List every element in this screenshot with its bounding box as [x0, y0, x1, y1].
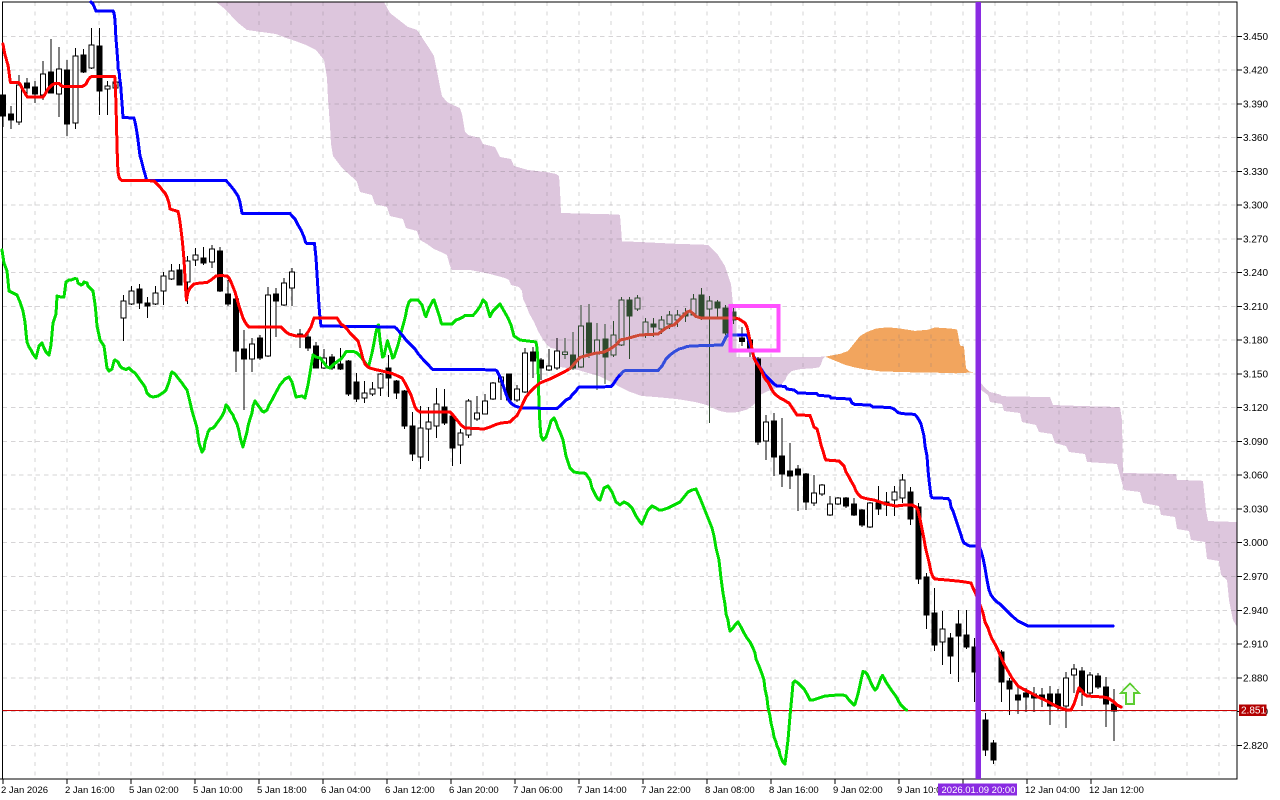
svg-text:7 Jan 14:00: 7 Jan 14:00 — [577, 785, 627, 796]
svg-text:3.390: 3.390 — [1243, 99, 1268, 110]
svg-text:3.330: 3.330 — [1243, 167, 1268, 178]
svg-text:6 Jan 20:00: 6 Jan 20:00 — [449, 785, 499, 796]
svg-text:3.210: 3.210 — [1243, 302, 1268, 313]
svg-text:3.150: 3.150 — [1243, 370, 1268, 381]
svg-text:3.180: 3.180 — [1243, 336, 1268, 347]
svg-text:9 Jan 10:00: 9 Jan 10:00 — [897, 785, 947, 796]
svg-text:9 Jan 02:00: 9 Jan 02:00 — [833, 785, 883, 796]
svg-text:3.030: 3.030 — [1243, 505, 1268, 516]
svg-text:2026.01.09 20:00: 2026.01.09 20:00 — [942, 785, 1016, 796]
svg-text:2.820: 2.820 — [1243, 741, 1268, 752]
svg-text:12 Jan 12:00: 12 Jan 12:00 — [1089, 785, 1144, 796]
svg-text:8 Jan 08:00: 8 Jan 08:00 — [705, 785, 755, 796]
svg-text:2.910: 2.910 — [1243, 640, 1268, 651]
svg-text:6 Jan 12:00: 6 Jan 12:00 — [385, 785, 435, 796]
svg-text:3.420: 3.420 — [1243, 66, 1268, 77]
svg-text:2.851: 2.851 — [1241, 706, 1266, 717]
svg-text:3.360: 3.360 — [1243, 133, 1268, 144]
svg-text:3.300: 3.300 — [1243, 201, 1268, 212]
svg-text:2 Jan 16:00: 2 Jan 16:00 — [65, 785, 115, 796]
svg-text:3.060: 3.060 — [1243, 471, 1268, 482]
svg-text:3.120: 3.120 — [1243, 403, 1268, 414]
svg-text:7 Jan 06:00: 7 Jan 06:00 — [513, 785, 563, 796]
svg-text:5 Jan 18:00: 5 Jan 18:00 — [257, 785, 307, 796]
svg-text:12 Jan 04:00: 12 Jan 04:00 — [1025, 785, 1080, 796]
svg-text:3.450: 3.450 — [1243, 32, 1268, 43]
svg-text:5 Jan 10:00: 5 Jan 10:00 — [193, 785, 243, 796]
svg-text:3.270: 3.270 — [1243, 234, 1268, 245]
svg-text:8 Jan 16:00: 8 Jan 16:00 — [769, 785, 819, 796]
svg-text:3.000: 3.000 — [1243, 538, 1268, 549]
svg-text:2.970: 2.970 — [1243, 572, 1268, 583]
svg-text:5 Jan 02:00: 5 Jan 02:00 — [129, 785, 179, 796]
svg-text:3.090: 3.090 — [1243, 437, 1268, 448]
svg-text:2.880: 2.880 — [1243, 673, 1268, 684]
svg-text:6 Jan 04:00: 6 Jan 04:00 — [321, 785, 371, 796]
svg-text:2 Jan 2026: 2 Jan 2026 — [1, 785, 48, 796]
svg-text:2.940: 2.940 — [1243, 606, 1268, 617]
svg-text:3.240: 3.240 — [1243, 268, 1268, 279]
svg-text:7 Jan 22:00: 7 Jan 22:00 — [641, 785, 691, 796]
